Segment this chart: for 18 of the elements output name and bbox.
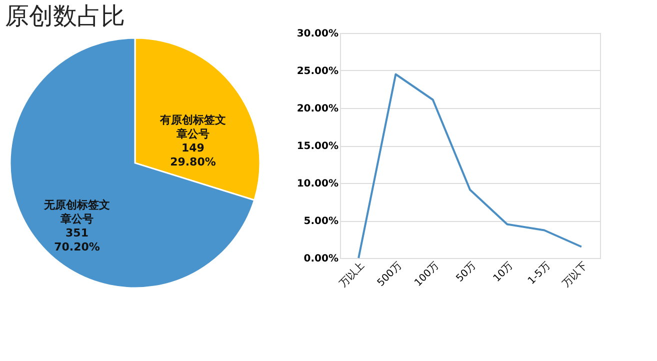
data-label: 149 29.80%: [170, 141, 216, 168]
slice-label: 无原创标签文章公号: [43, 198, 110, 226]
slice-label: 有原创标签文章公号: [158, 113, 226, 140]
y-tick-label: 25.00%: [296, 66, 338, 77]
x-tick-label: 10万: [492, 260, 516, 284]
line-series: [358, 73, 582, 259]
x-tick-label: 50万: [454, 260, 478, 284]
y-tick-label: 10.00%: [296, 178, 338, 190]
chart-title: 原创数占比: [5, 2, 125, 30]
data-label: 351 70.20%: [54, 226, 100, 254]
y-tick-label: 5.00%: [304, 216, 338, 227]
y-tick-label: 30.00%: [296, 28, 338, 40]
x-tick-label: 万以下: [560, 260, 590, 290]
x-tick-label: 1-5万: [526, 260, 553, 287]
y-tick-label: 0.00%: [304, 254, 338, 264]
y-tick-label: 15.00%: [296, 141, 338, 152]
y-tick-label: 20.00%: [296, 104, 338, 114]
x-tick-label: 万以上: [337, 260, 367, 290]
